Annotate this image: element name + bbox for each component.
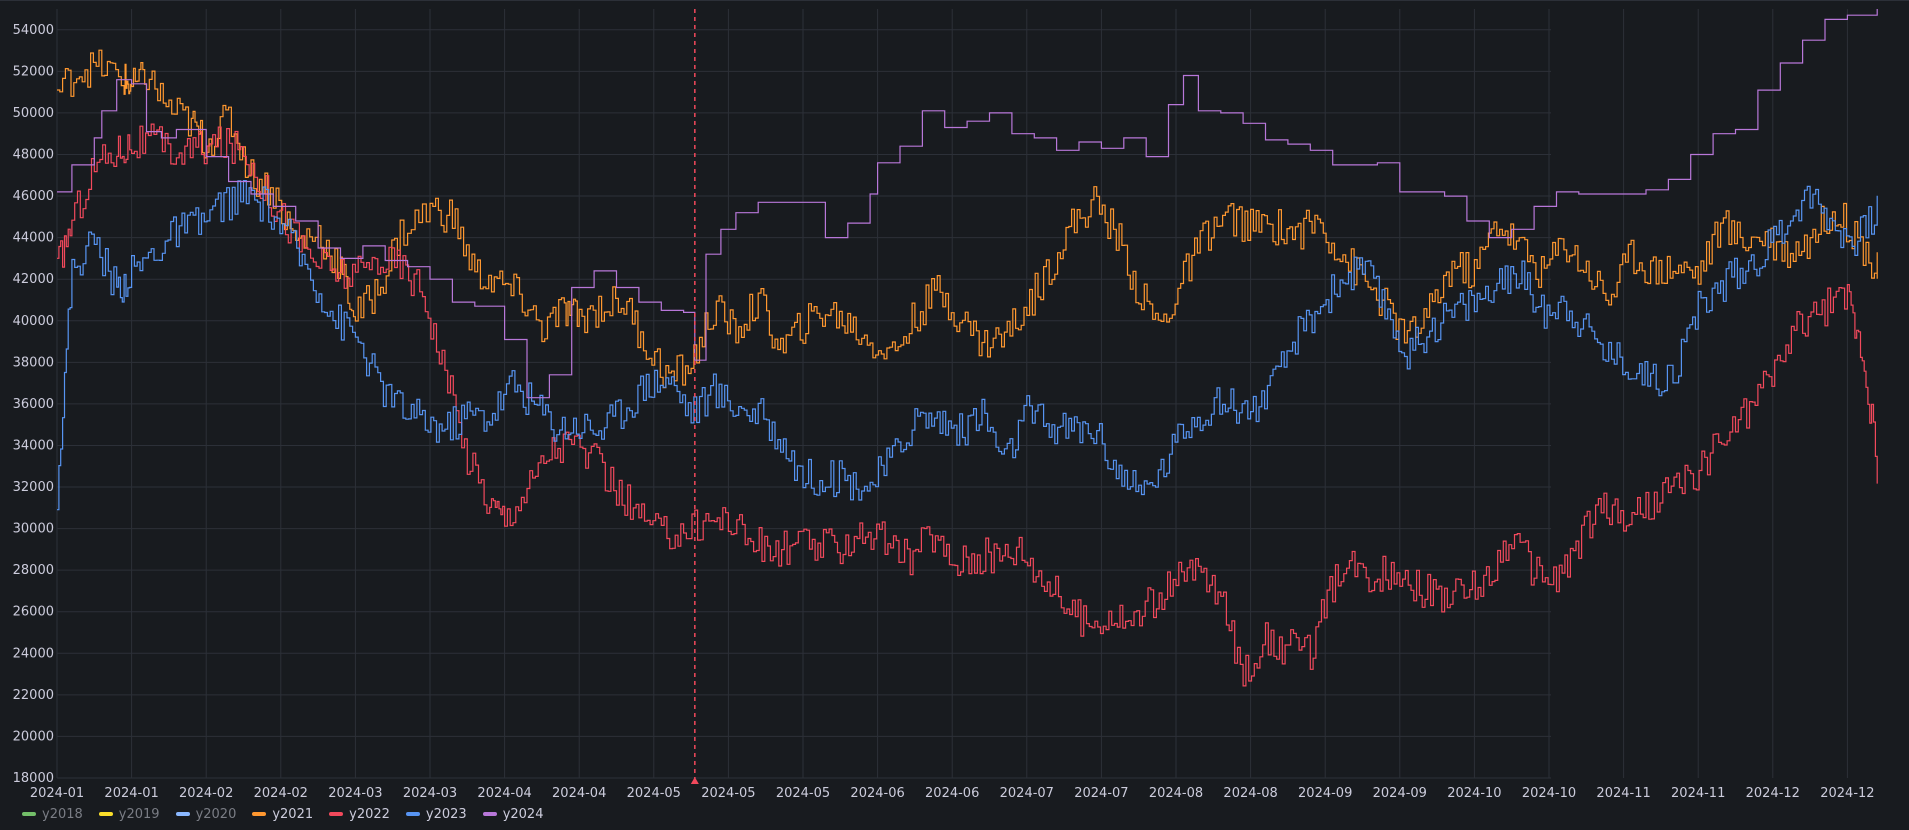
x-tick-label: 2024-03 — [328, 786, 382, 801]
x-tick-label: 2024-07 — [1000, 786, 1054, 801]
series-line-y2024 — [57, 9, 1878, 399]
x-tick-label: 2024-08 — [1223, 786, 1277, 801]
legend-swatch — [405, 812, 420, 816]
y-tick-label: 48000 — [13, 147, 54, 162]
y-tick-label: 24000 — [13, 646, 54, 661]
y-tick-label: 38000 — [13, 355, 54, 370]
legend-item-y2023[interactable]: y2023 — [405, 806, 467, 822]
x-tick-label: 2024-05 — [627, 786, 681, 801]
legend-label: y2021 — [272, 806, 314, 822]
x-tick-label: 2024-06 — [850, 786, 904, 801]
legend-label: y2024 — [502, 806, 544, 822]
legend-label: y2020 — [195, 806, 237, 822]
x-tick-label: 2024-05 — [701, 786, 755, 801]
time-series-chart[interactable]: 18000 20000 22000 24000 26000 28000 30000 32000… — [0, 1, 1909, 801]
legend-item-y2021[interactable]: y2021 — [252, 807, 313, 822]
series-line-y2022 — [57, 123, 1878, 687]
x-tick-label: 2024-07 — [1074, 786, 1128, 801]
y-tick-label: 32000 — [13, 480, 54, 495]
x-tick-label: 2024-05 — [776, 786, 830, 801]
annotation-marker[interactable] — [690, 777, 699, 784]
y-tick-label: 42000 — [13, 272, 54, 287]
legend-item-y2019[interactable]: y2019 — [98, 806, 160, 822]
legend-item-y2020[interactable]: y2020 — [175, 806, 237, 822]
legend-label: y2019 — [118, 806, 160, 822]
x-tick-label: 2024-01 — [30, 786, 84, 801]
x-tick-label: 2024-04 — [552, 786, 606, 801]
legend: y2018 y2019 y2020 y2021 y2022 y2023 y2024 — [22, 804, 543, 824]
y-tick-label: 44000 — [13, 231, 54, 246]
legend-swatch — [22, 812, 36, 816]
x-tick-label: 2024-02 — [179, 786, 233, 801]
legend-label: y2023 — [425, 806, 467, 822]
legend-item-y2024[interactable]: y2024 — [482, 806, 544, 822]
x-tick-label: 2024-02 — [254, 786, 308, 801]
x-tick-label: 2024-04 — [477, 786, 531, 801]
grid-lines — [56, 9, 1848, 779]
series-line-y2021 — [57, 49, 1878, 389]
x-tick-label: 2024-11 — [1671, 786, 1725, 801]
series-line-y2023 — [57, 180, 1878, 511]
legend-swatch — [329, 812, 344, 816]
y-tick-label: 40000 — [13, 314, 54, 329]
x-tick-label: 2024-09 — [1298, 786, 1352, 801]
legend-item-y2022[interactable]: y2022 — [329, 807, 390, 822]
x-tick-label: 2024-11 — [1596, 786, 1650, 801]
y-tick-label: 28000 — [13, 563, 54, 578]
x-axis: 2024-01 2024-01 2024-02 2024-02 2024-03 2024-… — [30, 786, 1875, 801]
x-tick-label: 2024-12 — [1746, 786, 1800, 801]
y-tick-label: 30000 — [13, 522, 54, 537]
legend-label: y2018 — [42, 806, 83, 822]
x-tick-label: 2024-10 — [1522, 786, 1576, 801]
legend-swatch — [175, 812, 190, 816]
legend-swatch — [98, 812, 113, 816]
legend-swatch — [252, 812, 267, 816]
legend-item-y2018[interactable]: y2018 — [22, 807, 83, 822]
y-tick-label: 22000 — [13, 688, 54, 703]
legend-label: y2022 — [349, 806, 390, 822]
annotation-marker — [690, 9, 699, 784]
y-tick-label: 46000 — [13, 189, 54, 204]
x-tick-label: 2024-12 — [1820, 786, 1874, 801]
x-tick-label: 2024-03 — [403, 786, 457, 801]
series-lines — [57, 9, 1878, 687]
y-tick-label: 54000 — [13, 23, 54, 38]
y-axis: 18000 20000 22000 24000 26000 28000 30000 32000… — [13, 23, 54, 786]
y-tick-label: 36000 — [13, 397, 54, 412]
x-tick-label: 2024-01 — [104, 786, 158, 801]
y-tick-label: 20000 — [13, 729, 54, 744]
y-tick-label: 34000 — [13, 438, 54, 453]
x-tick-label: 2024-06 — [925, 786, 979, 801]
y-tick-label: 18000 — [13, 771, 54, 786]
legend-swatch — [482, 812, 497, 816]
y-tick-label: 50000 — [13, 106, 54, 121]
y-tick-label: 26000 — [13, 605, 54, 620]
x-tick-label: 2024-10 — [1447, 786, 1501, 801]
x-tick-label: 2024-09 — [1373, 786, 1427, 801]
x-tick-label: 2024-08 — [1149, 786, 1203, 801]
y-tick-label: 52000 — [13, 64, 54, 79]
